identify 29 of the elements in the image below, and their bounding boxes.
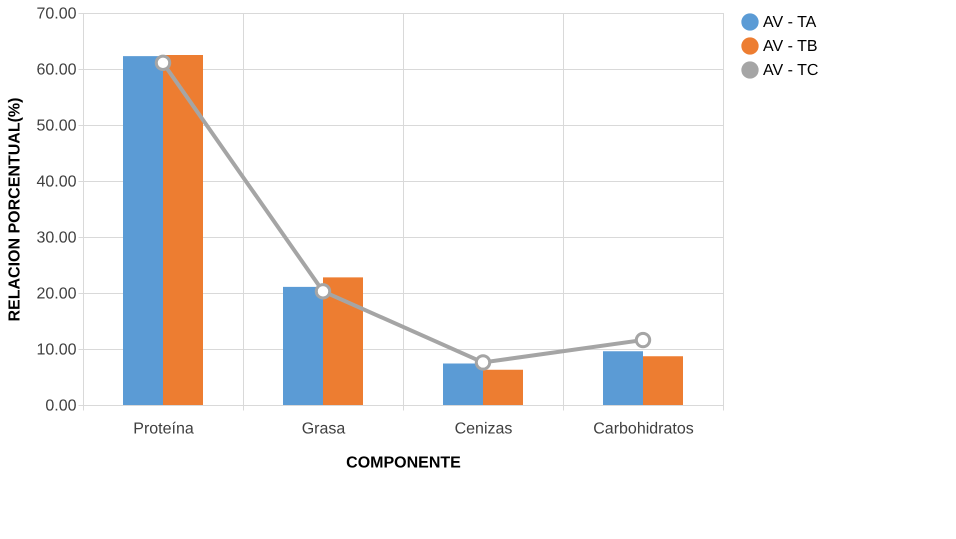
bar [643,356,683,405]
x-tick-label: Carbohidratos [593,420,694,438]
legend-label: AV - TC [763,62,818,79]
x-tick-label: Grasa [302,420,346,438]
point [474,354,492,371]
point [154,54,172,72]
bar [283,286,323,405]
point [634,332,652,348]
y-tick-label: 10.00 [36,342,77,358]
x-tick-label: Cenizas [454,420,512,438]
bar [603,351,643,405]
y-tick-label: 50.00 [36,118,77,134]
y-tick-label: 70.00 [36,6,77,22]
bar [163,55,203,405]
legend-label: AV - TB [763,38,818,55]
bar [443,364,483,405]
legend-label: AV - TA [763,14,817,31]
y-tick-label: 20.00 [36,286,77,302]
bar [483,370,523,405]
bar [123,56,163,405]
y-axis-title: RELACION PORCENTUAL(%) [6,98,24,322]
y-tick-label: 30.00 [36,230,77,246]
y-tick-label: 0.00 [45,398,77,414]
y-tick-label: 40.00 [36,174,77,190]
x-axis-title: COMPONENTE [346,454,462,472]
point [314,283,332,300]
y-tick-label: 60.00 [36,62,77,78]
bar [323,277,363,405]
x-tick-label: Proteína [133,420,194,438]
